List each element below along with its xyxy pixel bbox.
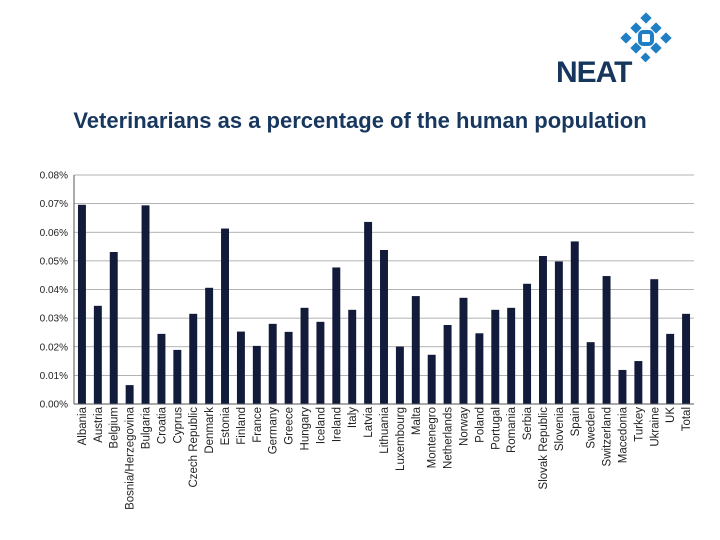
y-tick-label: 0.01%: [40, 371, 68, 382]
x-tick-label: Lithuania: [379, 406, 391, 453]
bar-latvia: [364, 221, 373, 404]
bar-netherlands: [443, 324, 452, 404]
bar-montenegro: [427, 354, 436, 404]
bar-uk: [666, 333, 675, 404]
x-tick-label: Cyprus: [172, 407, 184, 444]
bar-romania: [507, 307, 516, 404]
x-tick-label: Netherlands: [443, 407, 455, 469]
bar-finland: [236, 331, 245, 404]
bar-denmark: [205, 287, 214, 404]
bar-spain: [570, 241, 579, 404]
x-tick-label: Total: [681, 407, 693, 431]
y-tick-label: 0.00%: [40, 400, 68, 411]
bar-austria: [93, 305, 102, 404]
x-tick-label: Albania: [77, 406, 89, 445]
x-tick-label: Denmark: [204, 407, 216, 454]
logo-text: NEAT: [556, 56, 632, 89]
x-tick-label: Greece: [284, 407, 296, 445]
bar-macedonia: [618, 369, 627, 404]
bar-cyprus: [173, 349, 182, 404]
neat-logo: NEAT: [556, 12, 686, 89]
x-axis-ticks: Albania Austria Belgium Bosnia/Herzegovina B…: [77, 406, 693, 510]
bar-luxembourg: [395, 346, 404, 404]
x-tick-label: Latvia: [363, 406, 375, 437]
x-tick-label: Croatia: [156, 406, 168, 444]
y-axis-ticks: 0.00% 0.01% 0.02% 0.03% 0.04% 0.05% 0.06% 0.07%…: [40, 171, 68, 411]
bar-poland: [475, 333, 484, 404]
x-tick-label: Ukraine: [649, 407, 661, 447]
x-tick-label: Slovak Republic: [538, 407, 550, 490]
bar-malta: [411, 296, 420, 404]
bar-norway: [459, 297, 468, 404]
bar-italy: [348, 309, 357, 404]
bar-switzerland: [602, 276, 611, 404]
x-tick-label: Italy: [347, 407, 359, 428]
bar-total: [682, 313, 691, 404]
x-tick-label: Sweden: [586, 407, 598, 449]
bar-serbia: [523, 283, 532, 404]
x-tick-label: Malta: [411, 406, 423, 435]
y-tick-label: 0.06%: [40, 228, 68, 239]
bar-sweden: [586, 342, 595, 404]
x-tick-label: Romania: [506, 406, 518, 453]
x-tick-label: Montenegro: [427, 407, 439, 468]
bar-greece: [284, 331, 293, 404]
chart-title: Veterinarians as a percentage of the hum…: [73, 108, 647, 133]
x-tick-label: Serbia: [522, 406, 534, 440]
x-tick-label: Spain: [570, 407, 582, 436]
x-tick-label: Germany: [268, 407, 280, 455]
bar-estonia: [221, 228, 229, 404]
bar-portugal: [491, 309, 500, 404]
x-tick-label: Turkey: [633, 407, 645, 442]
x-tick-label: Bulgaria: [141, 406, 153, 449]
y-tick-label: 0.07%: [40, 199, 68, 210]
x-tick-label: Poland: [474, 407, 486, 443]
x-tick-label: Macedonia: [617, 406, 629, 463]
x-tick-label: Luxembourg: [395, 407, 407, 471]
y-tick-label: 0.02%: [40, 342, 68, 353]
bar-germany: [268, 323, 277, 404]
x-tick-label: Switzerland: [602, 407, 614, 466]
bar-bulgaria: [141, 205, 150, 404]
bar-bosnia-herzegovina: [125, 385, 134, 404]
x-tick-label: Ireland: [331, 407, 343, 442]
bar-ukraine: [650, 279, 659, 404]
y-tick-label: 0.04%: [40, 285, 68, 296]
y-tick-label: 0.05%: [40, 256, 68, 267]
bar-slovak-republic: [539, 256, 547, 404]
x-tick-label: Austria: [93, 406, 105, 442]
bar-slovenia: [554, 261, 563, 404]
x-tick-label: Norway: [458, 407, 470, 446]
bar-belgium: [109, 252, 118, 404]
bar-czech-republic: [189, 313, 198, 404]
y-tick-label: 0.03%: [40, 314, 68, 325]
neat-logo-icon: [620, 12, 672, 62]
x-tick-label: Belgium: [109, 407, 121, 449]
y-tick-label: 0.08%: [40, 171, 68, 182]
x-tick-label: Czech Republic: [188, 407, 200, 488]
bar-croatia: [157, 333, 166, 404]
bar-ireland: [332, 267, 341, 404]
x-tick-label: Slovenia: [554, 406, 566, 451]
bar-france: [252, 345, 261, 404]
x-tick-label: Portugal: [490, 407, 502, 450]
x-tick-label: Bosnia/Herzegovina: [125, 406, 137, 510]
bar-hungary: [300, 307, 309, 404]
x-tick-label: Hungary: [300, 407, 312, 451]
bars: [77, 204, 691, 404]
bar-iceland: [316, 321, 325, 404]
x-tick-label: France: [252, 407, 264, 443]
bar-turkey: [634, 361, 643, 404]
bar-lithuania: [380, 249, 388, 404]
bar-albania: [77, 204, 86, 404]
x-tick-label: UK: [665, 407, 677, 423]
x-tick-label: Finland: [236, 407, 248, 445]
x-tick-label: Estonia: [220, 406, 232, 445]
x-tick-label: Iceland: [315, 407, 327, 444]
